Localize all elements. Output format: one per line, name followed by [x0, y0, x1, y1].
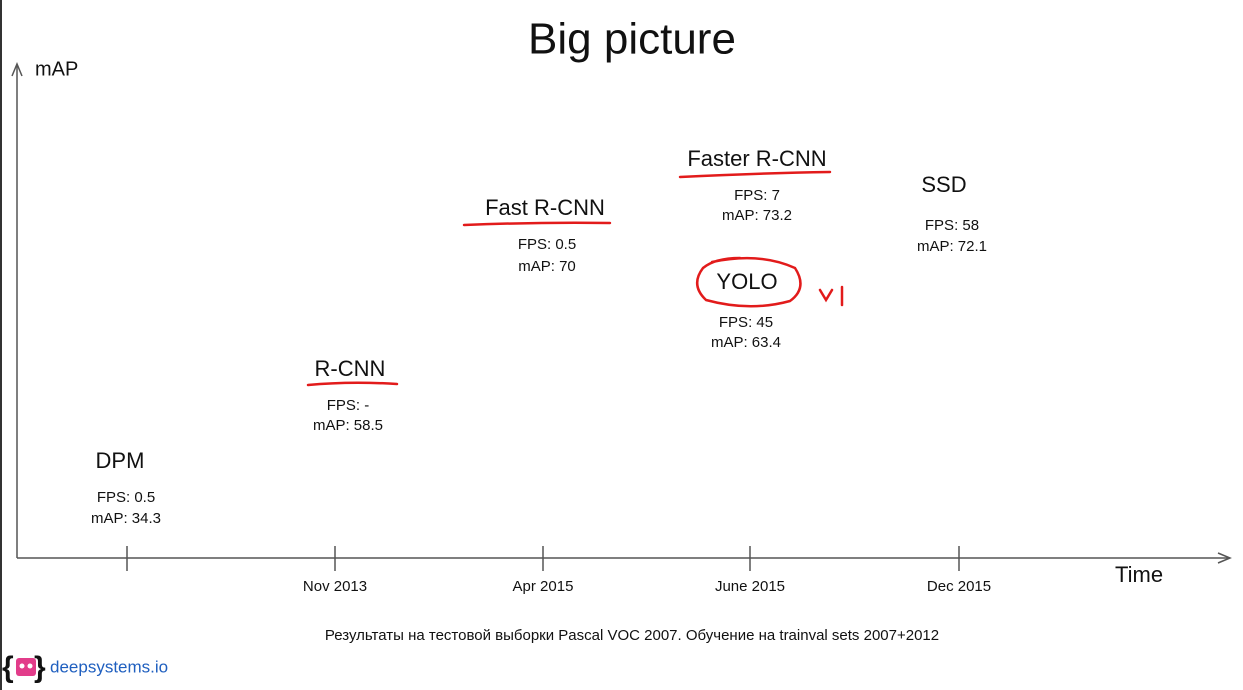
- underline: [306, 381, 399, 387]
- y-axis-label: mAP: [35, 58, 78, 80]
- model-fps: FPS: 58: [925, 217, 979, 234]
- logo-brace: }: [34, 651, 46, 684]
- x-axis-label: Time: [1115, 562, 1163, 587]
- x-tick-label: Apr 2015: [513, 578, 574, 595]
- x-tick-label: Nov 2013: [303, 578, 367, 595]
- x-tick-label: Dec 2015: [927, 578, 991, 595]
- model-fps: FPS: -: [327, 397, 370, 414]
- logo-text: deepsystems.io: [50, 657, 168, 676]
- model-name: R-CNN: [315, 356, 386, 381]
- model-map: mAP: 58.5: [313, 417, 383, 434]
- model-map: mAP: 72.1: [917, 238, 987, 255]
- model-name: DPM: [96, 448, 145, 473]
- model-name: Faster R-CNN: [687, 146, 826, 171]
- title: Big picture: [528, 15, 736, 64]
- underline: [462, 221, 612, 227]
- model-fps: FPS: 45: [719, 314, 773, 331]
- model-fps: FPS: 0.5: [518, 236, 576, 253]
- underline: [678, 170, 832, 179]
- logo: { } deepsystems.io: [2, 651, 168, 684]
- logo-eye: [27, 663, 33, 669]
- model-name: Fast R-CNN: [485, 195, 605, 220]
- model-map: mAP: 34.3: [91, 510, 161, 527]
- x-arrow: [1217, 552, 1232, 564]
- logo-brace: {: [2, 651, 14, 684]
- ticks: [126, 546, 960, 571]
- y-arrow: [11, 62, 23, 77]
- model-fps: FPS: 0.5: [97, 489, 155, 506]
- mark: [818, 288, 834, 303]
- model-map: mAP: 70: [518, 258, 576, 275]
- model-fps: FPS: 7: [734, 187, 780, 204]
- model-map: mAP: 63.4: [711, 334, 781, 351]
- annotations: [306, 170, 844, 387]
- logo-eye: [19, 663, 25, 669]
- circle: [696, 256, 802, 308]
- logo-robot: [16, 658, 36, 676]
- footnote: Результаты на тестовой выборки Pascal VO…: [325, 627, 939, 644]
- x-tick-label: June 2015: [715, 578, 785, 595]
- model-map: mAP: 73.2: [722, 207, 792, 224]
- model-name: SSD: [921, 172, 966, 197]
- model-name: YOLO: [716, 269, 777, 294]
